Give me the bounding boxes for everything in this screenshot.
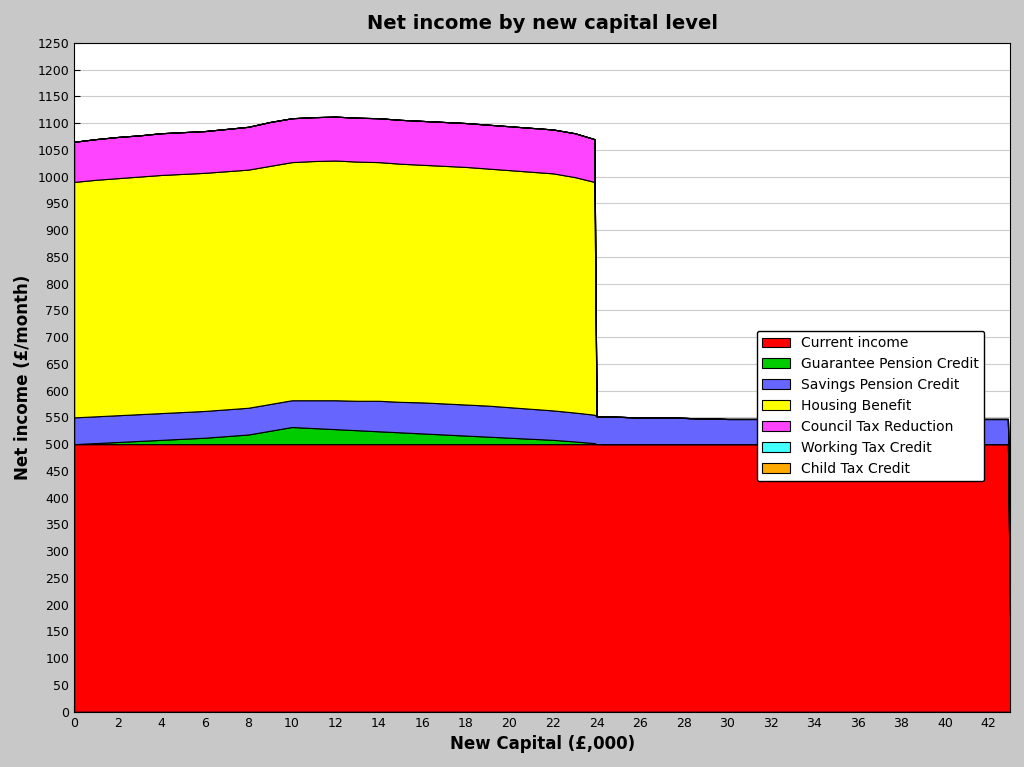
X-axis label: New Capital (£,000): New Capital (£,000) [450,735,635,753]
Title: Net income by new capital level: Net income by new capital level [367,14,718,33]
Y-axis label: Net income (£/month): Net income (£/month) [14,275,32,480]
Legend: Current income, Guarantee Pension Credit, Savings Pension Credit, Housing Benefi: Current income, Guarantee Pension Credit… [757,331,984,482]
